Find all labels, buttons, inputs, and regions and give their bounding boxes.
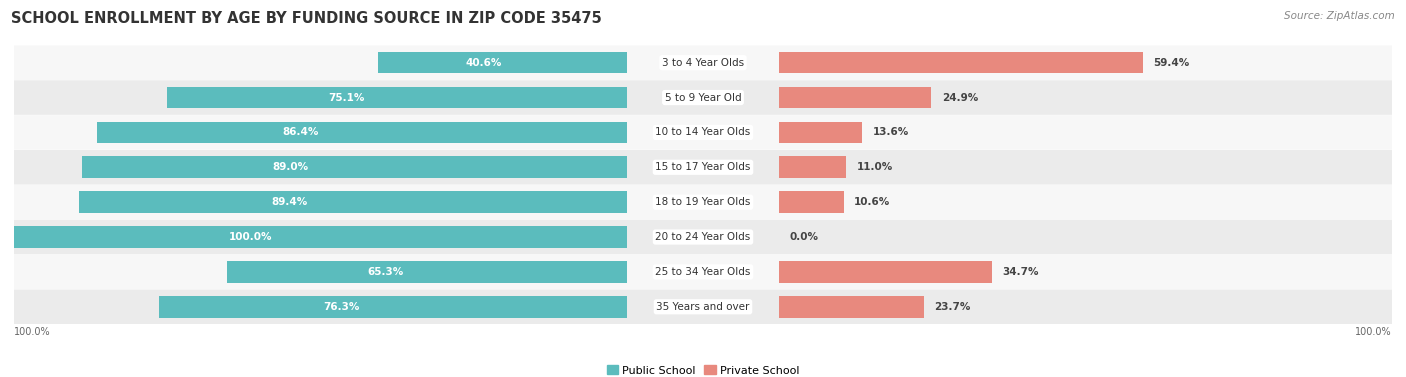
Text: SCHOOL ENROLLMENT BY AGE BY FUNDING SOURCE IN ZIP CODE 35475: SCHOOL ENROLLMENT BY AGE BY FUNDING SOUR… — [11, 11, 602, 26]
Text: 76.3%: 76.3% — [323, 302, 360, 312]
Bar — [97, 122, 627, 143]
FancyBboxPatch shape — [4, 290, 1402, 324]
Text: 34.7%: 34.7% — [1002, 267, 1039, 277]
FancyBboxPatch shape — [4, 220, 1402, 254]
Bar — [779, 87, 931, 108]
Bar — [779, 192, 844, 213]
Text: 100.0%: 100.0% — [14, 327, 51, 337]
Legend: Public School, Private School: Public School, Private School — [602, 361, 804, 377]
Text: 23.7%: 23.7% — [935, 302, 970, 312]
Text: 5 to 9 Year Old: 5 to 9 Year Old — [665, 92, 741, 103]
Text: 100.0%: 100.0% — [229, 232, 273, 242]
Text: 40.6%: 40.6% — [465, 58, 502, 68]
Text: 3 to 4 Year Olds: 3 to 4 Year Olds — [662, 58, 744, 68]
Bar — [378, 52, 627, 74]
Bar — [779, 122, 862, 143]
Text: Source: ZipAtlas.com: Source: ZipAtlas.com — [1284, 11, 1395, 21]
Text: 10.6%: 10.6% — [853, 197, 890, 207]
Bar — [779, 296, 924, 317]
FancyBboxPatch shape — [4, 185, 1402, 219]
Bar — [159, 296, 627, 317]
FancyBboxPatch shape — [4, 45, 1402, 80]
Text: 25 to 34 Year Olds: 25 to 34 Year Olds — [655, 267, 751, 277]
Bar — [779, 156, 846, 178]
Text: 65.3%: 65.3% — [367, 267, 404, 277]
Text: 89.4%: 89.4% — [271, 197, 307, 207]
Text: 59.4%: 59.4% — [1153, 58, 1189, 68]
Text: 18 to 19 Year Olds: 18 to 19 Year Olds — [655, 197, 751, 207]
Bar — [226, 261, 627, 283]
Text: 100.0%: 100.0% — [1355, 327, 1392, 337]
Text: 86.4%: 86.4% — [283, 127, 319, 138]
Bar — [79, 192, 627, 213]
Text: 10 to 14 Year Olds: 10 to 14 Year Olds — [655, 127, 751, 138]
FancyBboxPatch shape — [4, 80, 1402, 115]
Bar — [167, 87, 627, 108]
Text: 75.1%: 75.1% — [328, 92, 364, 103]
FancyBboxPatch shape — [4, 254, 1402, 289]
Text: 89.0%: 89.0% — [273, 162, 309, 172]
FancyBboxPatch shape — [4, 115, 1402, 150]
Bar — [779, 52, 1143, 74]
Bar — [779, 261, 991, 283]
FancyBboxPatch shape — [4, 150, 1402, 185]
Text: 13.6%: 13.6% — [873, 127, 908, 138]
Text: 24.9%: 24.9% — [942, 92, 979, 103]
Text: 15 to 17 Year Olds: 15 to 17 Year Olds — [655, 162, 751, 172]
Text: 20 to 24 Year Olds: 20 to 24 Year Olds — [655, 232, 751, 242]
Text: 0.0%: 0.0% — [789, 232, 818, 242]
Text: 11.0%: 11.0% — [856, 162, 893, 172]
Text: 35 Years and over: 35 Years and over — [657, 302, 749, 312]
Bar — [82, 156, 627, 178]
Bar — [14, 226, 627, 248]
